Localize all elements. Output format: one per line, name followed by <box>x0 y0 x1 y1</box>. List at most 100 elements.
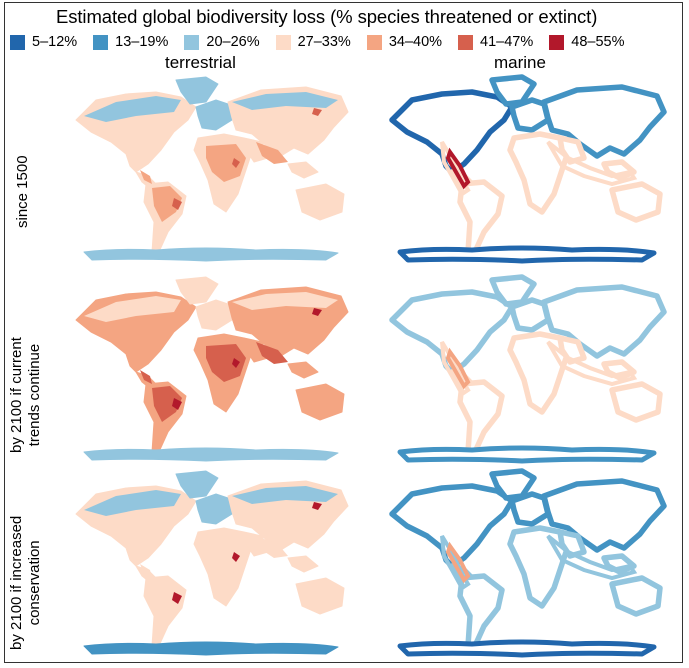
legend-swatch <box>10 34 25 50</box>
region-australia <box>295 183 345 221</box>
row-label-line: conservation <box>26 540 43 626</box>
region-north-america <box>389 483 515 569</box>
row-label-line: trends continue <box>26 343 43 447</box>
legend-item: 41–47% <box>458 34 533 50</box>
region-tropical-zone <box>140 370 152 384</box>
region-hotspot <box>172 198 182 210</box>
region-antarctica <box>397 639 657 658</box>
region-hotspot <box>445 541 471 584</box>
region-australia <box>295 577 345 615</box>
region-tropical-zone <box>546 340 638 387</box>
region-tropical-zone <box>256 536 288 558</box>
column-heading-terrestrial: terrestrial <box>165 53 236 72</box>
region-australia <box>295 383 345 421</box>
legend-label: 34–40% <box>388 34 443 50</box>
legend-swatch <box>184 34 200 50</box>
region-antarctica <box>83 447 339 462</box>
legend-label: 13–19% <box>115 34 169 50</box>
row-label-current-trends: by 2100 if current trends continue <box>8 337 44 453</box>
legend-label: 27–33% <box>297 34 351 50</box>
region-tropical-zone <box>256 142 288 164</box>
region-antarctica <box>397 445 657 464</box>
legend-label: 20–26% <box>206 34 260 50</box>
region-south-america <box>457 179 505 257</box>
region-australia <box>609 575 663 617</box>
legend-label: 48–55% <box>571 34 625 50</box>
region-south-america <box>457 379 505 457</box>
world-map <box>75 276 349 462</box>
region-tropical-zone <box>152 186 182 222</box>
region-greenland <box>175 76 219 105</box>
legend-label: 41–47% <box>480 34 534 50</box>
region-greenland <box>175 470 219 499</box>
region-hotspot <box>445 347 471 390</box>
region-antarctica <box>397 245 657 264</box>
legend-item: 5–12% <box>10 34 77 50</box>
map-marine-current-trends <box>372 272 672 467</box>
map-marine-increased-conservation <box>372 466 672 661</box>
legend-item: 20–26% <box>184 34 260 50</box>
map-terrestrial-since-1500 <box>56 72 356 267</box>
world-map <box>75 76 349 262</box>
region-northern-band <box>232 486 338 504</box>
legend-swatch <box>458 34 474 50</box>
region-europe <box>195 493 233 525</box>
region-south-america <box>457 573 505 651</box>
row-label-line: since 1500 <box>14 155 31 228</box>
legend: 5–12% 13–19% 20–26% 27–33% 34–40% 41–47%… <box>10 34 640 50</box>
region-europe <box>509 491 551 527</box>
world-map <box>389 468 667 658</box>
region-tropical-zone <box>546 534 638 581</box>
region-australia <box>609 181 663 223</box>
region-north-america <box>389 289 515 375</box>
region-antarctica <box>83 247 339 262</box>
region-tropical-zone <box>140 564 152 578</box>
region-tropical-zone <box>440 534 471 591</box>
region-tropical-zone <box>206 344 246 382</box>
region-tropical-zone <box>152 580 182 616</box>
region-hotspot <box>312 108 322 116</box>
region-hotspot <box>172 398 182 410</box>
row-label-line: by 2100 if current <box>8 337 25 453</box>
map-terrestrial-increased-conservation <box>56 466 356 661</box>
region-tropical-zone <box>206 538 246 576</box>
region-tropical-zone <box>256 342 288 364</box>
legend-item: 48–55% <box>549 34 624 50</box>
region-hotspot <box>312 308 322 316</box>
region-europe <box>509 97 551 133</box>
region-tropical-zone <box>206 144 246 182</box>
region-greenland <box>175 276 219 305</box>
row-label-line: by 2100 if increased <box>8 515 25 650</box>
figure-title: Estimated global biodiversity loss (% sp… <box>56 6 598 27</box>
region-se-asia <box>287 361 319 379</box>
legend-swatch <box>93 34 109 50</box>
region-europe <box>509 297 551 333</box>
region-hotspot <box>445 147 471 190</box>
world-map <box>389 74 667 264</box>
region-australia <box>609 381 663 423</box>
legend-swatch <box>275 34 291 50</box>
legend-item: 34–40% <box>366 34 443 50</box>
region-hotspot <box>172 592 182 604</box>
world-map <box>389 274 667 464</box>
region-hotspot <box>232 358 240 368</box>
region-northern-band <box>84 96 181 122</box>
region-se-asia <box>287 555 319 573</box>
region-tropical-zone <box>546 140 638 187</box>
region-northern-band <box>84 296 181 322</box>
world-map <box>75 470 349 656</box>
region-northern-band <box>232 92 338 110</box>
region-northern-band <box>84 490 181 516</box>
region-tropical-zone <box>440 140 471 197</box>
region-tropical-zone <box>152 386 182 422</box>
row-label-increased-conservation: by 2100 if increased conservation <box>8 516 44 650</box>
region-antarctica <box>83 641 339 656</box>
legend-item: 27–33% <box>275 34 351 50</box>
region-hotspot <box>312 502 322 510</box>
region-europe <box>195 99 233 131</box>
region-tropical-zone <box>440 340 471 397</box>
column-heading-marine: marine <box>494 53 546 72</box>
region-north-america <box>389 89 515 175</box>
legend-swatch <box>549 34 565 50</box>
legend-label: 5–12% <box>32 34 78 50</box>
